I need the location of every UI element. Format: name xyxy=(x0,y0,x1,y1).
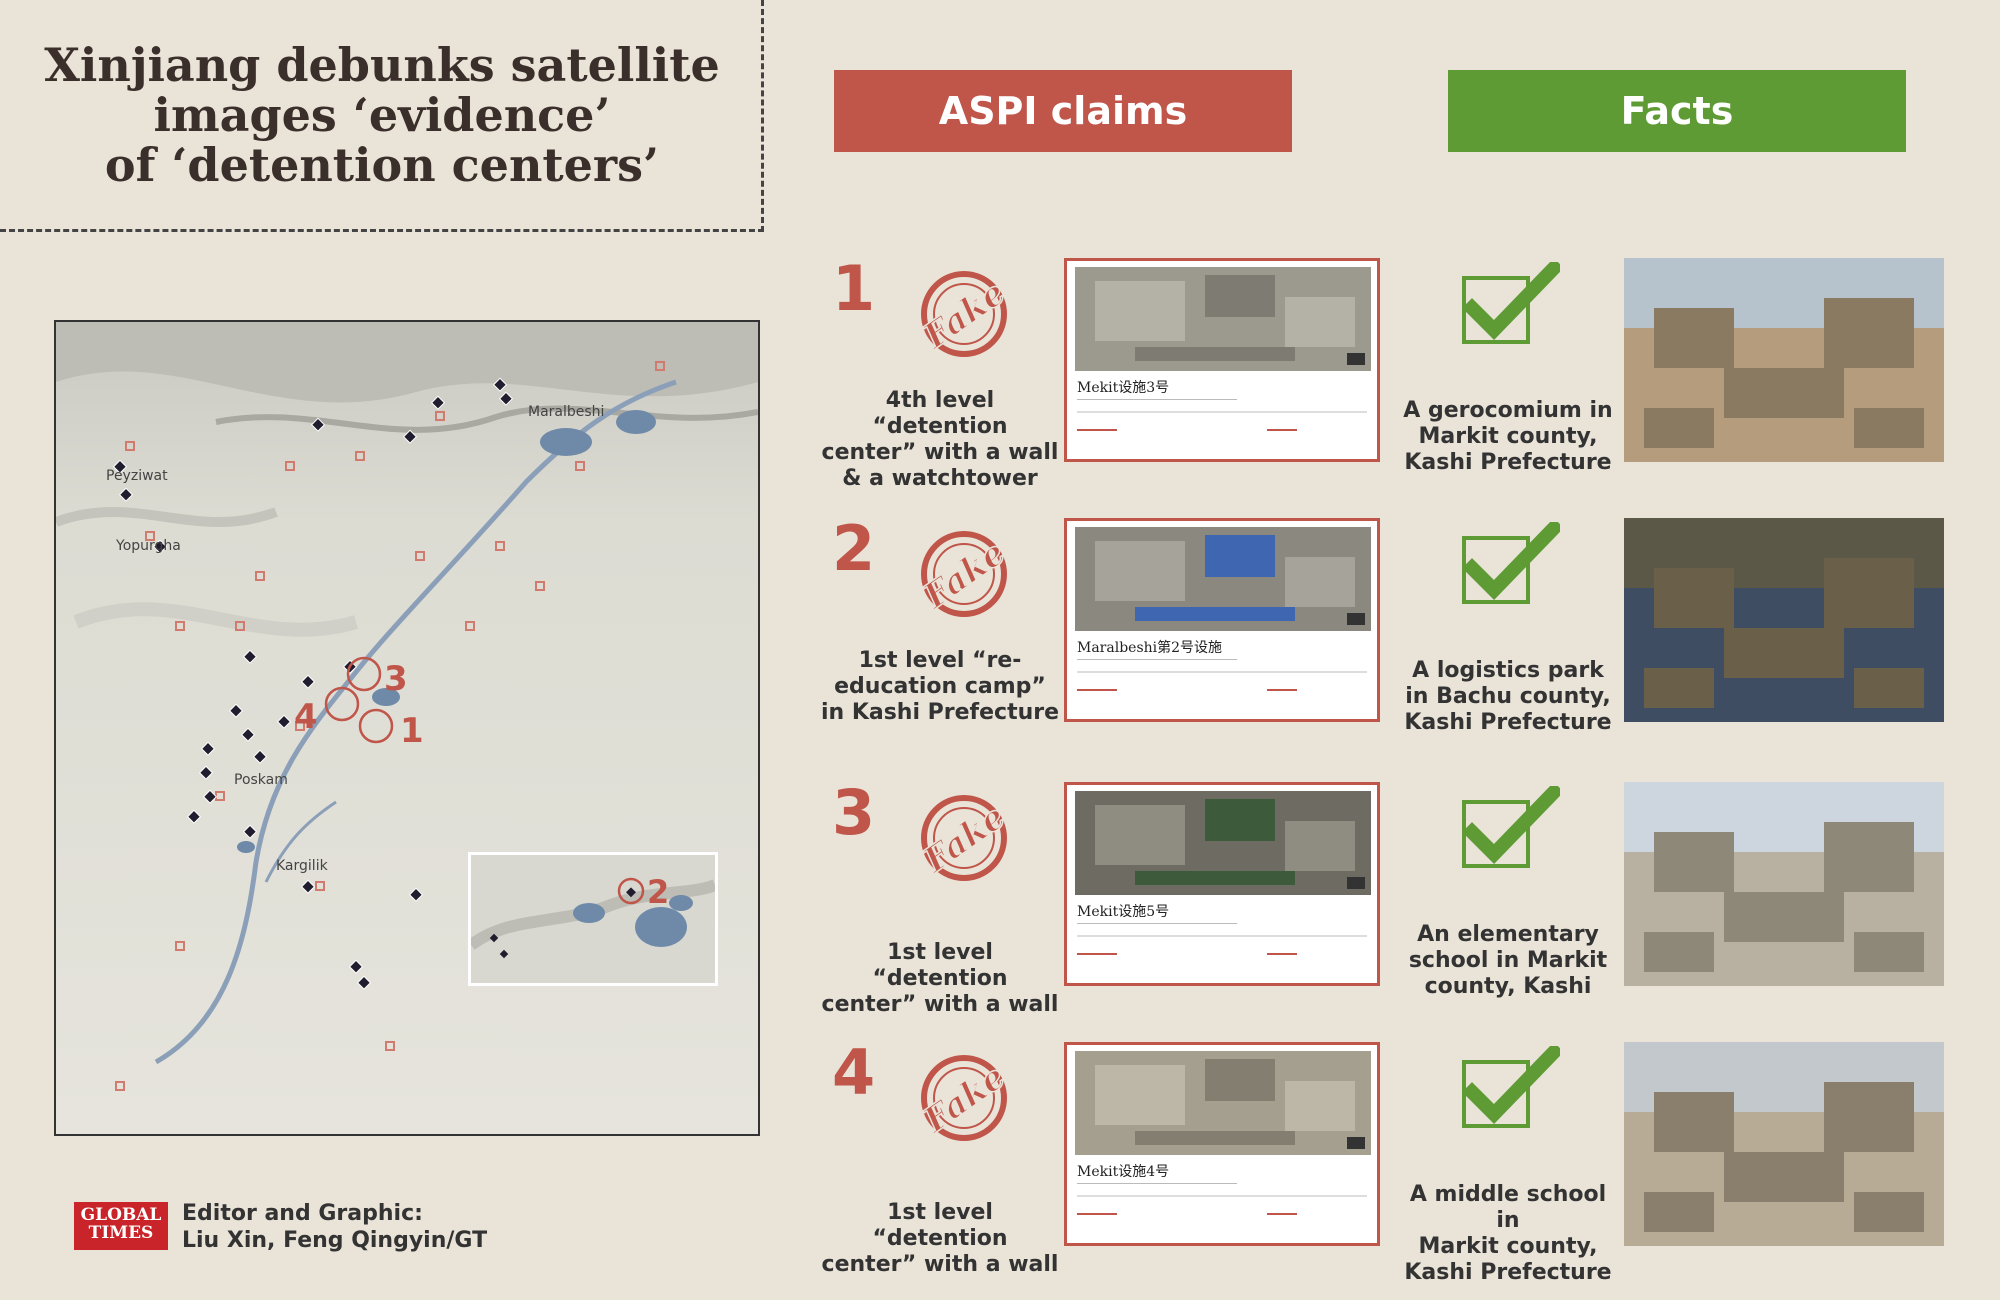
aspi-claims-header: ASPI claims xyxy=(834,70,1292,152)
card-section-label xyxy=(1267,429,1297,431)
fact-line: Markit county, xyxy=(1418,424,1598,449)
fact-text: A gerocomium in Markit county, Kashi Prefe… xyxy=(1398,398,1618,476)
claim-line: 1st level “re- xyxy=(858,648,1022,673)
editor-credit: Editor and Graphic: Liu Xin, Feng Qingyi… xyxy=(182,1200,487,1254)
row-number: 3 xyxy=(832,776,876,849)
fact-photo xyxy=(1624,1042,1944,1246)
claim-line: 1st level “detention xyxy=(872,1200,1008,1251)
fact-line: in Bachu county, xyxy=(1405,684,1611,709)
checkmark-icon xyxy=(1460,1042,1564,1132)
logo-line-1: GLOBAL xyxy=(80,1205,162,1225)
title-line-3: of ‘detention centers’ xyxy=(104,138,660,192)
claim-line: 1st level “detention xyxy=(872,940,1008,991)
satellite-image xyxy=(1075,527,1371,631)
claim-line: in Kashi Prefecture xyxy=(820,700,1060,725)
fake-stamp-icon: Fake xyxy=(915,526,1013,622)
claim-text: 1st level “detention center” with a wall xyxy=(820,1200,1060,1278)
map-label-maralbeshi: Maralbeshi xyxy=(528,404,604,420)
map-label-peyziwat: Peyziwat xyxy=(106,468,168,484)
card-section-label xyxy=(1267,1213,1297,1215)
xinjiang-map: Maralbeshi Peyziwat Yopurgha Poskam Karg… xyxy=(54,320,760,1136)
map-marker-4: 4 xyxy=(294,697,318,737)
row-number: 2 xyxy=(832,512,876,585)
card-title: Mekit设施4号 xyxy=(1077,1164,1170,1180)
fact-text: A middle school in Markit county, Kashi Pr… xyxy=(1398,1182,1618,1286)
card-divider xyxy=(1077,411,1367,413)
card-subtitle-line xyxy=(1077,399,1237,400)
checkmark-icon xyxy=(1460,518,1564,608)
map-marker-3: 3 xyxy=(384,659,408,699)
fact-photo xyxy=(1624,518,1944,722)
aspi-satellite-card: Mekit设施4号 xyxy=(1064,1042,1380,1246)
claim-line: & a watchtower xyxy=(842,466,1038,491)
fact-line: county, Kashi xyxy=(1424,974,1592,999)
aspi-satellite-card: Maralbeshi第2号设施 xyxy=(1064,518,1380,722)
global-times-logo: GLOBAL TIMES xyxy=(74,1202,168,1250)
checkmark-icon xyxy=(1460,782,1564,872)
title-frame xyxy=(0,0,764,232)
card-section-label xyxy=(1077,689,1117,691)
facts-header: Facts xyxy=(1448,70,1906,152)
card-subtitle-line xyxy=(1077,1183,1237,1184)
claim-line: center” with a wall xyxy=(821,440,1059,465)
fact-line: Kashi Prefecture xyxy=(1404,450,1612,475)
card-section-label xyxy=(1267,689,1297,691)
fact-line: Markit county, xyxy=(1418,1234,1598,1259)
row-number: 1 xyxy=(832,252,876,325)
fact-line: Kashi Prefecture xyxy=(1404,1260,1612,1285)
claim-line: education camp” xyxy=(834,674,1046,699)
aspi-satellite-card: Mekit设施5号 xyxy=(1064,782,1380,986)
card-title: Mekit设施3号 xyxy=(1077,380,1170,396)
card-section-label xyxy=(1267,953,1297,955)
fact-line: An elementary xyxy=(1417,922,1599,947)
claim-text: 1st level “detention center” with a wall xyxy=(820,940,1060,1018)
checkmark-icon xyxy=(1460,258,1564,348)
row-number: 4 xyxy=(832,1036,876,1109)
map-label-poskam: Poskam xyxy=(234,772,288,788)
map-inset: 2 xyxy=(467,852,718,986)
card-section-label xyxy=(1077,1213,1117,1215)
claim-text: 4th level “detention center” with a wall &… xyxy=(820,388,1060,492)
claim-line: center” with a wall xyxy=(821,1252,1059,1277)
fact-text: An elementary school in Markit county, Kas… xyxy=(1398,922,1618,1000)
fake-stamp-icon: Fake xyxy=(915,1050,1013,1146)
fake-stamp-icon: Fake xyxy=(915,266,1013,362)
page-title: Xinjiang debunks satellite images ‘evide… xyxy=(0,40,764,190)
map-graphic: Maralbeshi Peyziwat Yopurgha Poskam Karg… xyxy=(54,322,759,1134)
fact-line: A middle school in xyxy=(1409,1182,1607,1233)
satellite-image xyxy=(1075,791,1371,895)
fact-text: A logistics park in Bachu county, Kashi Pr… xyxy=(1398,658,1618,736)
card-divider xyxy=(1077,1195,1367,1197)
card-subtitle-line xyxy=(1077,659,1237,660)
map-marker-1: 1 xyxy=(400,711,424,751)
map-marker-2: 2 xyxy=(647,873,669,911)
fact-line: A gerocomium in xyxy=(1403,398,1613,423)
card-section-label xyxy=(1077,953,1117,955)
fact-photo xyxy=(1624,782,1944,986)
map-label-kargilik: Kargilik xyxy=(276,858,329,874)
aspi-satellite-card: Mekit设施3号 xyxy=(1064,258,1380,462)
editor-line-2: Liu Xin, Feng Qingyin/GT xyxy=(182,1228,488,1253)
card-divider xyxy=(1077,935,1367,937)
card-divider xyxy=(1077,671,1367,673)
satellite-image xyxy=(1075,1051,1371,1155)
fake-stamp-icon: Fake xyxy=(915,790,1013,886)
editor-line-1: Editor and Graphic: xyxy=(182,1201,423,1226)
logo-line-2: TIMES xyxy=(88,1223,154,1243)
card-title: Maralbeshi第2号设施 xyxy=(1077,640,1223,656)
satellite-image xyxy=(1075,267,1371,371)
fact-photo xyxy=(1624,258,1944,462)
card-subtitle-line xyxy=(1077,923,1237,924)
fact-line: Kashi Prefecture xyxy=(1404,710,1612,735)
claim-text: 1st level “re-education camp” in Kashi Pr… xyxy=(820,648,1060,726)
fact-line: A logistics park xyxy=(1412,658,1604,683)
fact-line: school in Markit xyxy=(1408,948,1608,973)
card-section-label xyxy=(1077,429,1117,431)
title-line-2: images ‘evidence’ xyxy=(153,88,611,142)
claim-line: 4th level “detention xyxy=(872,388,1008,439)
map-label-yopurgha: Yopurgha xyxy=(115,538,181,554)
title-line-1: Xinjiang debunks satellite xyxy=(44,38,720,92)
card-title: Mekit设施5号 xyxy=(1077,904,1170,920)
claim-line: center” with a wall xyxy=(821,992,1059,1017)
